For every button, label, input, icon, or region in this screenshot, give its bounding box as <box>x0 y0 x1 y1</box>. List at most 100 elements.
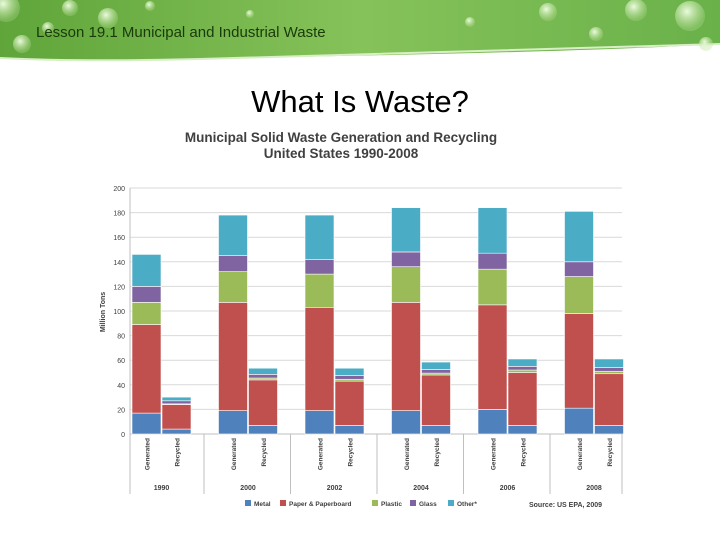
bar-segment <box>507 366 538 371</box>
bar-segment <box>304 259 335 275</box>
chart-subtitle: United States 1990-2008 <box>264 146 419 161</box>
legend-label: Other* <box>457 501 477 508</box>
bar-segment <box>131 302 162 325</box>
bar-segment <box>507 358 538 367</box>
legend-label: Metal <box>254 501 271 508</box>
y-axis-label: Million Tons <box>100 292 107 332</box>
bar-segment <box>594 425 624 435</box>
bar-segment <box>421 369 451 374</box>
bar-segment <box>218 214 248 256</box>
bar-label: Generated <box>491 438 498 470</box>
bar-segment <box>248 374 278 379</box>
bar-segment <box>564 276 594 314</box>
bar-label: Recycled <box>434 438 441 467</box>
y-tick-label: 140 <box>113 260 125 267</box>
bar-segment <box>594 370 624 375</box>
y-tick-label: 160 <box>113 235 125 242</box>
bar-label: Generated <box>404 438 411 470</box>
bar-segment <box>421 374 451 426</box>
y-tick-label: 80 <box>117 334 125 341</box>
bar-segment <box>477 304 508 410</box>
y-tick-label: 60 <box>117 358 125 365</box>
lesson-banner: Lesson 19.1 Municipal and Industrial Was… <box>0 0 720 62</box>
year-label: 2004 <box>413 485 429 492</box>
year-label: 2008 <box>586 485 602 492</box>
bar-segment <box>218 302 248 411</box>
bar-label: Recycled <box>348 438 355 467</box>
bar-label: Generated <box>231 438 238 470</box>
bar-segment <box>564 261 594 277</box>
bar-segment <box>477 268 508 306</box>
bar-segment <box>334 425 365 435</box>
y-tick-label: 0 <box>121 432 125 439</box>
bar-segment <box>564 211 594 263</box>
bar-segment <box>131 324 162 414</box>
bar-segment <box>391 302 421 411</box>
y-tick-label: 20 <box>117 407 125 414</box>
banner-background <box>0 0 720 62</box>
bar-segment <box>594 373 624 426</box>
bar-segment <box>161 404 192 430</box>
bar-segment <box>564 407 594 435</box>
bar-segment <box>477 409 508 435</box>
bar-segment <box>421 425 451 435</box>
legend-swatch <box>372 500 378 506</box>
bar-segment <box>507 372 538 426</box>
bar-label: Recycled <box>175 438 182 467</box>
legend-swatch <box>448 500 454 506</box>
chart-title: Municipal Solid Waste Generation and Rec… <box>185 130 497 145</box>
bar-segment <box>391 266 421 303</box>
bar-label: Recycled <box>521 438 528 467</box>
bar-segment <box>304 307 335 411</box>
y-tick-label: 180 <box>113 211 125 218</box>
legend-swatch <box>280 500 286 506</box>
chart-panel: Municipal Solid Waste Generation and Rec… <box>90 122 632 514</box>
bar-segment <box>391 410 421 435</box>
bar-segment <box>334 367 365 376</box>
year-label: 1990 <box>154 485 170 492</box>
source-note: Source: US EPA, 2009 <box>529 502 602 509</box>
legend-label: Plastic <box>381 501 402 508</box>
bar-segment <box>421 361 451 370</box>
bar-segment <box>334 375 365 380</box>
legend-label: Glass <box>419 501 437 508</box>
bar-segment <box>248 379 278 426</box>
bar-segment <box>161 400 192 405</box>
bar-segment <box>131 412 162 435</box>
bar-segment <box>507 425 538 435</box>
bar-label: Recycled <box>607 438 614 467</box>
bar-segment <box>131 286 162 303</box>
year-label: 2002 <box>327 485 343 492</box>
bar-segment <box>594 358 624 368</box>
bar-segment <box>161 428 192 435</box>
msw-stacked-bar-chart: Municipal Solid Waste Generation and Rec… <box>100 130 624 509</box>
bar-label: Generated <box>577 438 584 470</box>
year-label: 2006 <box>500 485 516 492</box>
legend-label: Paper & Paperboard <box>289 501 352 508</box>
bar-segment <box>248 367 278 375</box>
bar-segment <box>391 207 421 253</box>
y-tick-label: 40 <box>117 383 125 390</box>
bar-label: Generated <box>318 438 325 470</box>
year-label: 2000 <box>240 485 256 492</box>
y-tick-label: 120 <box>113 284 125 291</box>
bar-segment <box>248 425 278 435</box>
bar-segment <box>218 410 248 435</box>
legend-swatch <box>245 500 251 506</box>
bar-label: Generated <box>145 438 152 470</box>
legend-swatch <box>410 500 416 506</box>
bar-segment <box>161 396 192 402</box>
bar-segment <box>391 251 421 268</box>
bar-label: Recycled <box>261 438 268 467</box>
bar-segment <box>507 369 538 373</box>
bar-segment <box>304 410 335 435</box>
bar-segment <box>477 252 508 270</box>
bar-segment <box>131 254 162 287</box>
bar-segment <box>218 255 248 272</box>
slide-title: What Is Waste? <box>251 84 469 119</box>
bar-segment <box>304 214 335 260</box>
y-tick-label: 200 <box>113 186 125 193</box>
bar-segment <box>564 313 594 409</box>
bar-segment <box>218 271 248 303</box>
bar-segment <box>304 273 335 308</box>
